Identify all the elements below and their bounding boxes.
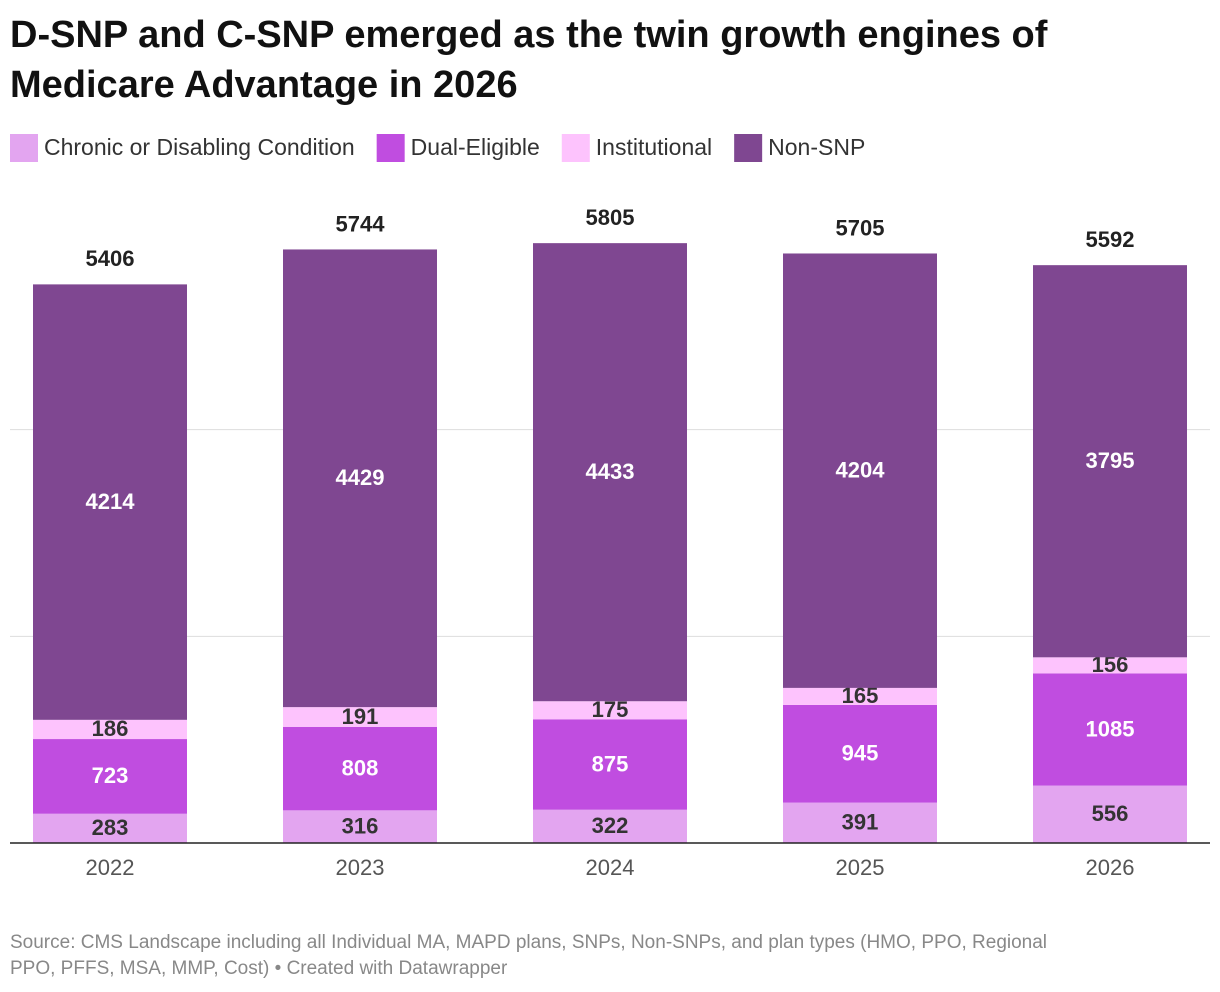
legend-swatch: [734, 134, 763, 162]
data-label: 1085: [1086, 716, 1135, 741]
bar-segment: [783, 802, 937, 843]
chart-title: D-SNP and C-SNP emerged as the twin grow…: [10, 14, 1048, 56]
data-label: 723: [92, 763, 129, 788]
x-tick-label: 2025: [836, 855, 885, 880]
bar-segment: [1033, 657, 1187, 674]
total-label: 5406: [86, 246, 135, 271]
data-label: 808: [342, 755, 379, 780]
data-label: 175: [592, 697, 629, 722]
bar-segment: [1033, 265, 1187, 658]
data-label: 3795: [1086, 448, 1135, 473]
bar-segment: [783, 253, 937, 688]
total-label: 5744: [336, 211, 386, 236]
bar-segment: [33, 813, 187, 843]
legend-swatch: [10, 134, 38, 162]
legend-label: Institutional: [596, 134, 712, 160]
bar-segment: [1033, 785, 1187, 843]
bar-segment: [783, 704, 937, 803]
bar-segment: [533, 701, 687, 720]
legend-label: Non-SNP: [768, 134, 865, 160]
legend-label: Dual-Eligible: [411, 134, 540, 160]
source: Source: CMS Landscape including all Indi…: [10, 932, 1047, 953]
data-label: 316: [342, 813, 379, 838]
bar-segment: [283, 249, 437, 708]
total-label: 5705: [836, 215, 885, 240]
bar-segment: [283, 707, 437, 727]
data-label: 4433: [586, 459, 635, 484]
data-label: 4204: [836, 458, 886, 483]
bar-segment: [283, 810, 437, 843]
legend-swatch: [561, 134, 590, 162]
data-label: 556: [1092, 801, 1129, 826]
legend-label: Chronic or Disabling Condition: [44, 134, 355, 160]
data-label: 186: [92, 716, 129, 741]
x-tick-label: 2022: [86, 855, 135, 880]
total-label: 5592: [1086, 227, 1135, 252]
data-label: 322: [592, 813, 629, 838]
data-label: 875: [592, 751, 629, 776]
chart-title: Medicare Advantage in 2026: [10, 64, 518, 106]
bar-segment: [33, 284, 187, 720]
bar-segment: [1033, 673, 1187, 786]
total-label: 5805: [586, 205, 635, 230]
x-tick-label: 2026: [1086, 855, 1135, 880]
legend-swatch: [376, 134, 405, 162]
data-label: 945: [842, 741, 879, 766]
data-label: 191: [342, 704, 379, 729]
data-label: 4214: [86, 489, 136, 514]
data-label: 283: [92, 815, 129, 840]
bar-segment: [283, 726, 437, 811]
bar-segment: [533, 719, 687, 810]
bar-segment: [33, 739, 187, 814]
bar-segment: [533, 809, 687, 843]
x-tick-label: 2023: [336, 855, 385, 880]
bar-segment: [783, 687, 937, 705]
x-tick-label: 2024: [586, 855, 635, 880]
bar-segment: [533, 243, 687, 702]
bar-segment: [33, 719, 187, 740]
data-label: 4429: [336, 465, 385, 490]
data-label: 391: [842, 810, 879, 835]
source: PPO, PFFS, MSA, MMP, Cost) • Created wit…: [10, 958, 508, 979]
